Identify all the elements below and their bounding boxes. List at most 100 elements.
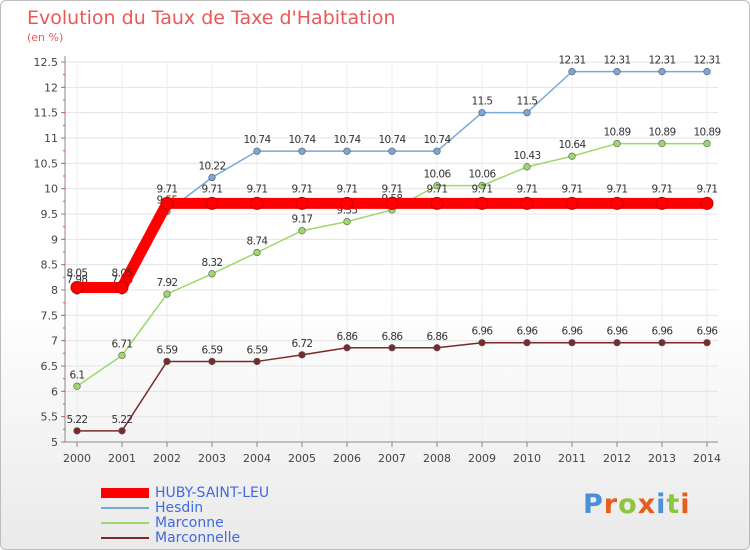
legend-item: Marconnelle [101, 531, 401, 546]
data-point [163, 357, 171, 366]
data-label: 6.59 [247, 344, 268, 356]
data-point [523, 109, 531, 117]
data-label: 12.31 [648, 55, 675, 67]
data-point [433, 147, 441, 155]
data-label: 10.89 [603, 127, 630, 139]
series-huby-saint-leu: 8.05 8.05 9.71 9.71 9.71 9.71 9.71 9.71 9.71 9.71… [67, 183, 718, 294]
y-tick-label: 8 [51, 284, 58, 297]
data-point [430, 196, 444, 210]
y-unit-label: (en %) [27, 31, 64, 44]
data-point [253, 147, 261, 155]
logo-letter: P [583, 489, 604, 520]
data-point [298, 227, 306, 235]
y-tick-label: 6 [51, 385, 58, 398]
data-point [655, 196, 669, 210]
data-point [385, 196, 399, 210]
legend-swatch [101, 522, 149, 524]
data-label: 8.05 [67, 267, 88, 279]
data-point [253, 248, 261, 257]
data-label: 6.96 [472, 326, 494, 338]
data-point [568, 152, 576, 160]
data-point [568, 339, 576, 347]
data-label: 10.64 [558, 139, 586, 151]
series-marconnelle: 5.22 5.22 6.59 6.59 6.59 6.72 6.86 6.86 6.86 6.96… [67, 326, 719, 435]
x-tick-label: 2009 [468, 452, 496, 465]
logo-letter: i [656, 489, 667, 520]
data-point [70, 280, 84, 294]
data-label: 8.05 [112, 267, 133, 279]
x-tick-label: 2006 [333, 452, 361, 465]
y-tick-label: 11.5 [34, 107, 59, 120]
data-point [565, 196, 579, 210]
y-tick-label: 8.5 [41, 259, 59, 272]
legend-item: Hesdin [101, 501, 401, 516]
series-hesdin: 7.987.989.5510.2210.7410.7410.7410.7410.… [67, 55, 721, 295]
y-tick-label: 9.5 [41, 208, 59, 221]
data-label: 10.22 [198, 161, 225, 173]
x-tick-label: 2011 [558, 452, 586, 465]
data-label: 9.71 [652, 183, 673, 195]
chart-title: Evolution du Taux de Taxe d'Habitation [27, 7, 396, 29]
data-label: 9.71 [292, 183, 313, 195]
x-tick-label: 2005 [288, 452, 316, 465]
data-label: 11.5 [472, 96, 493, 108]
data-point [523, 339, 531, 347]
x-tick-label: 2001 [108, 452, 136, 465]
data-label: 10.74 [333, 134, 361, 146]
data-label: 6.86 [382, 331, 404, 343]
legend-item: Marconne [101, 516, 401, 531]
x-tick-label: 2013 [648, 452, 676, 465]
data-point [343, 147, 351, 155]
data-label: 10.43 [513, 150, 540, 162]
data-point [478, 182, 486, 190]
data-point [73, 382, 81, 390]
x-tick-label: 2003 [198, 452, 226, 465]
legend: HUBY-SAINT-LEU Hesdin Marconne Marconnelle [101, 486, 401, 546]
data-point [73, 427, 81, 435]
data-point [118, 351, 126, 359]
data-point [568, 68, 576, 76]
x-tick-label: 2002 [153, 452, 181, 465]
data-label: 10.74 [288, 134, 316, 146]
data-label: 9.71 [427, 183, 448, 195]
data-label: 9.71 [562, 183, 583, 195]
data-label: 10.74 [423, 134, 451, 146]
data-point [610, 196, 624, 210]
data-point [118, 427, 126, 435]
data-label: 9.71 [202, 183, 223, 195]
data-label: 11.5 [517, 96, 538, 108]
data-label: 6.1 [70, 369, 85, 381]
data-point [523, 163, 531, 171]
y-tick-label: 11 [44, 132, 58, 145]
data-point [433, 344, 441, 352]
data-label: 12.31 [603, 55, 630, 67]
data-label: 6.96 [517, 326, 539, 338]
data-label: 5.22 [112, 414, 133, 426]
data-label: 6.86 [337, 331, 359, 343]
logo-letter: o [618, 489, 638, 520]
y-tick-label: 10 [44, 183, 58, 196]
logo-letter: x [637, 489, 657, 520]
data-label: 7.92 [157, 277, 178, 289]
y-tick-label: 9 [51, 233, 58, 246]
data-point [208, 173, 216, 182]
data-point [250, 196, 264, 210]
x-tick-label: 2007 [378, 452, 406, 465]
data-label: 6.86 [427, 331, 449, 343]
legend-label: Hesdin [155, 500, 204, 516]
data-label: 9.71 [697, 183, 718, 195]
data-point [478, 339, 486, 347]
logo-letter: r [603, 489, 619, 520]
y-tick-label: 6.5 [41, 360, 59, 373]
data-label: 10.89 [693, 127, 720, 139]
y-tick-label: 12 [44, 81, 58, 94]
data-point [700, 196, 714, 210]
legend-item: HUBY-SAINT-LEU [101, 486, 401, 501]
data-point [160, 196, 174, 210]
data-point [253, 357, 261, 366]
data-label: 9.71 [382, 183, 403, 195]
data-point [703, 139, 711, 148]
data-label: 6.71 [112, 338, 133, 350]
x-tick-label: 2004 [243, 452, 271, 465]
